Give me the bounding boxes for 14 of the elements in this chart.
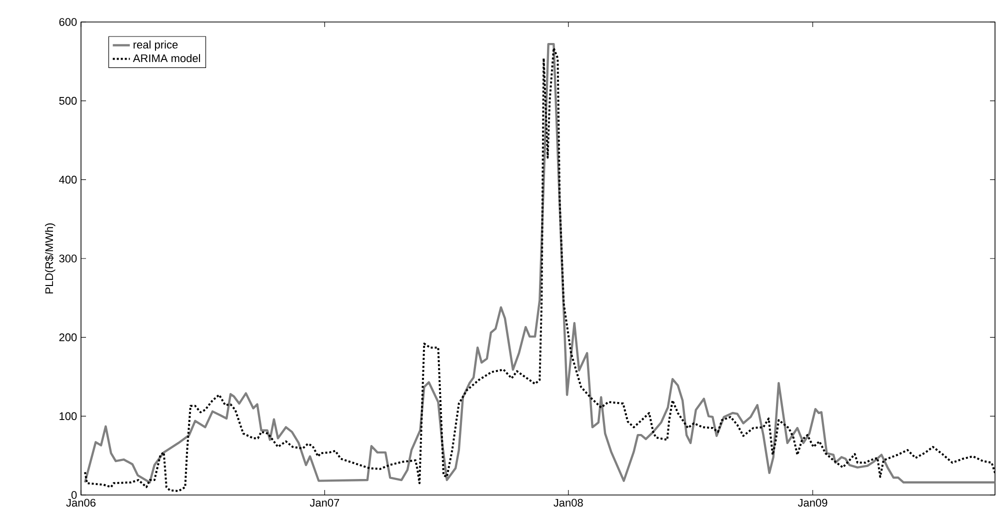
y-axis-title: PLD(R$/MWh) bbox=[44, 223, 56, 294]
legend-label: real price bbox=[134, 40, 178, 51]
y-tick-label: 200 bbox=[59, 333, 77, 342]
x-tick-label: Jan06 bbox=[66, 498, 96, 507]
x-tick-label: Jan09 bbox=[798, 498, 828, 507]
y-tick-label: 500 bbox=[59, 96, 77, 105]
y-tick-label: 300 bbox=[59, 254, 77, 262]
y-tick-label: 400 bbox=[59, 176, 77, 184]
y-tick-label: 0 bbox=[71, 491, 77, 499]
x-tick-label: Jan08 bbox=[554, 498, 583, 507]
y-tick-label: 100 bbox=[60, 412, 77, 420]
x-tick-label: Jan07 bbox=[310, 498, 340, 507]
legend-label: ARIMA model bbox=[132, 54, 200, 62]
y-tick-label: 600 bbox=[59, 18, 77, 26]
